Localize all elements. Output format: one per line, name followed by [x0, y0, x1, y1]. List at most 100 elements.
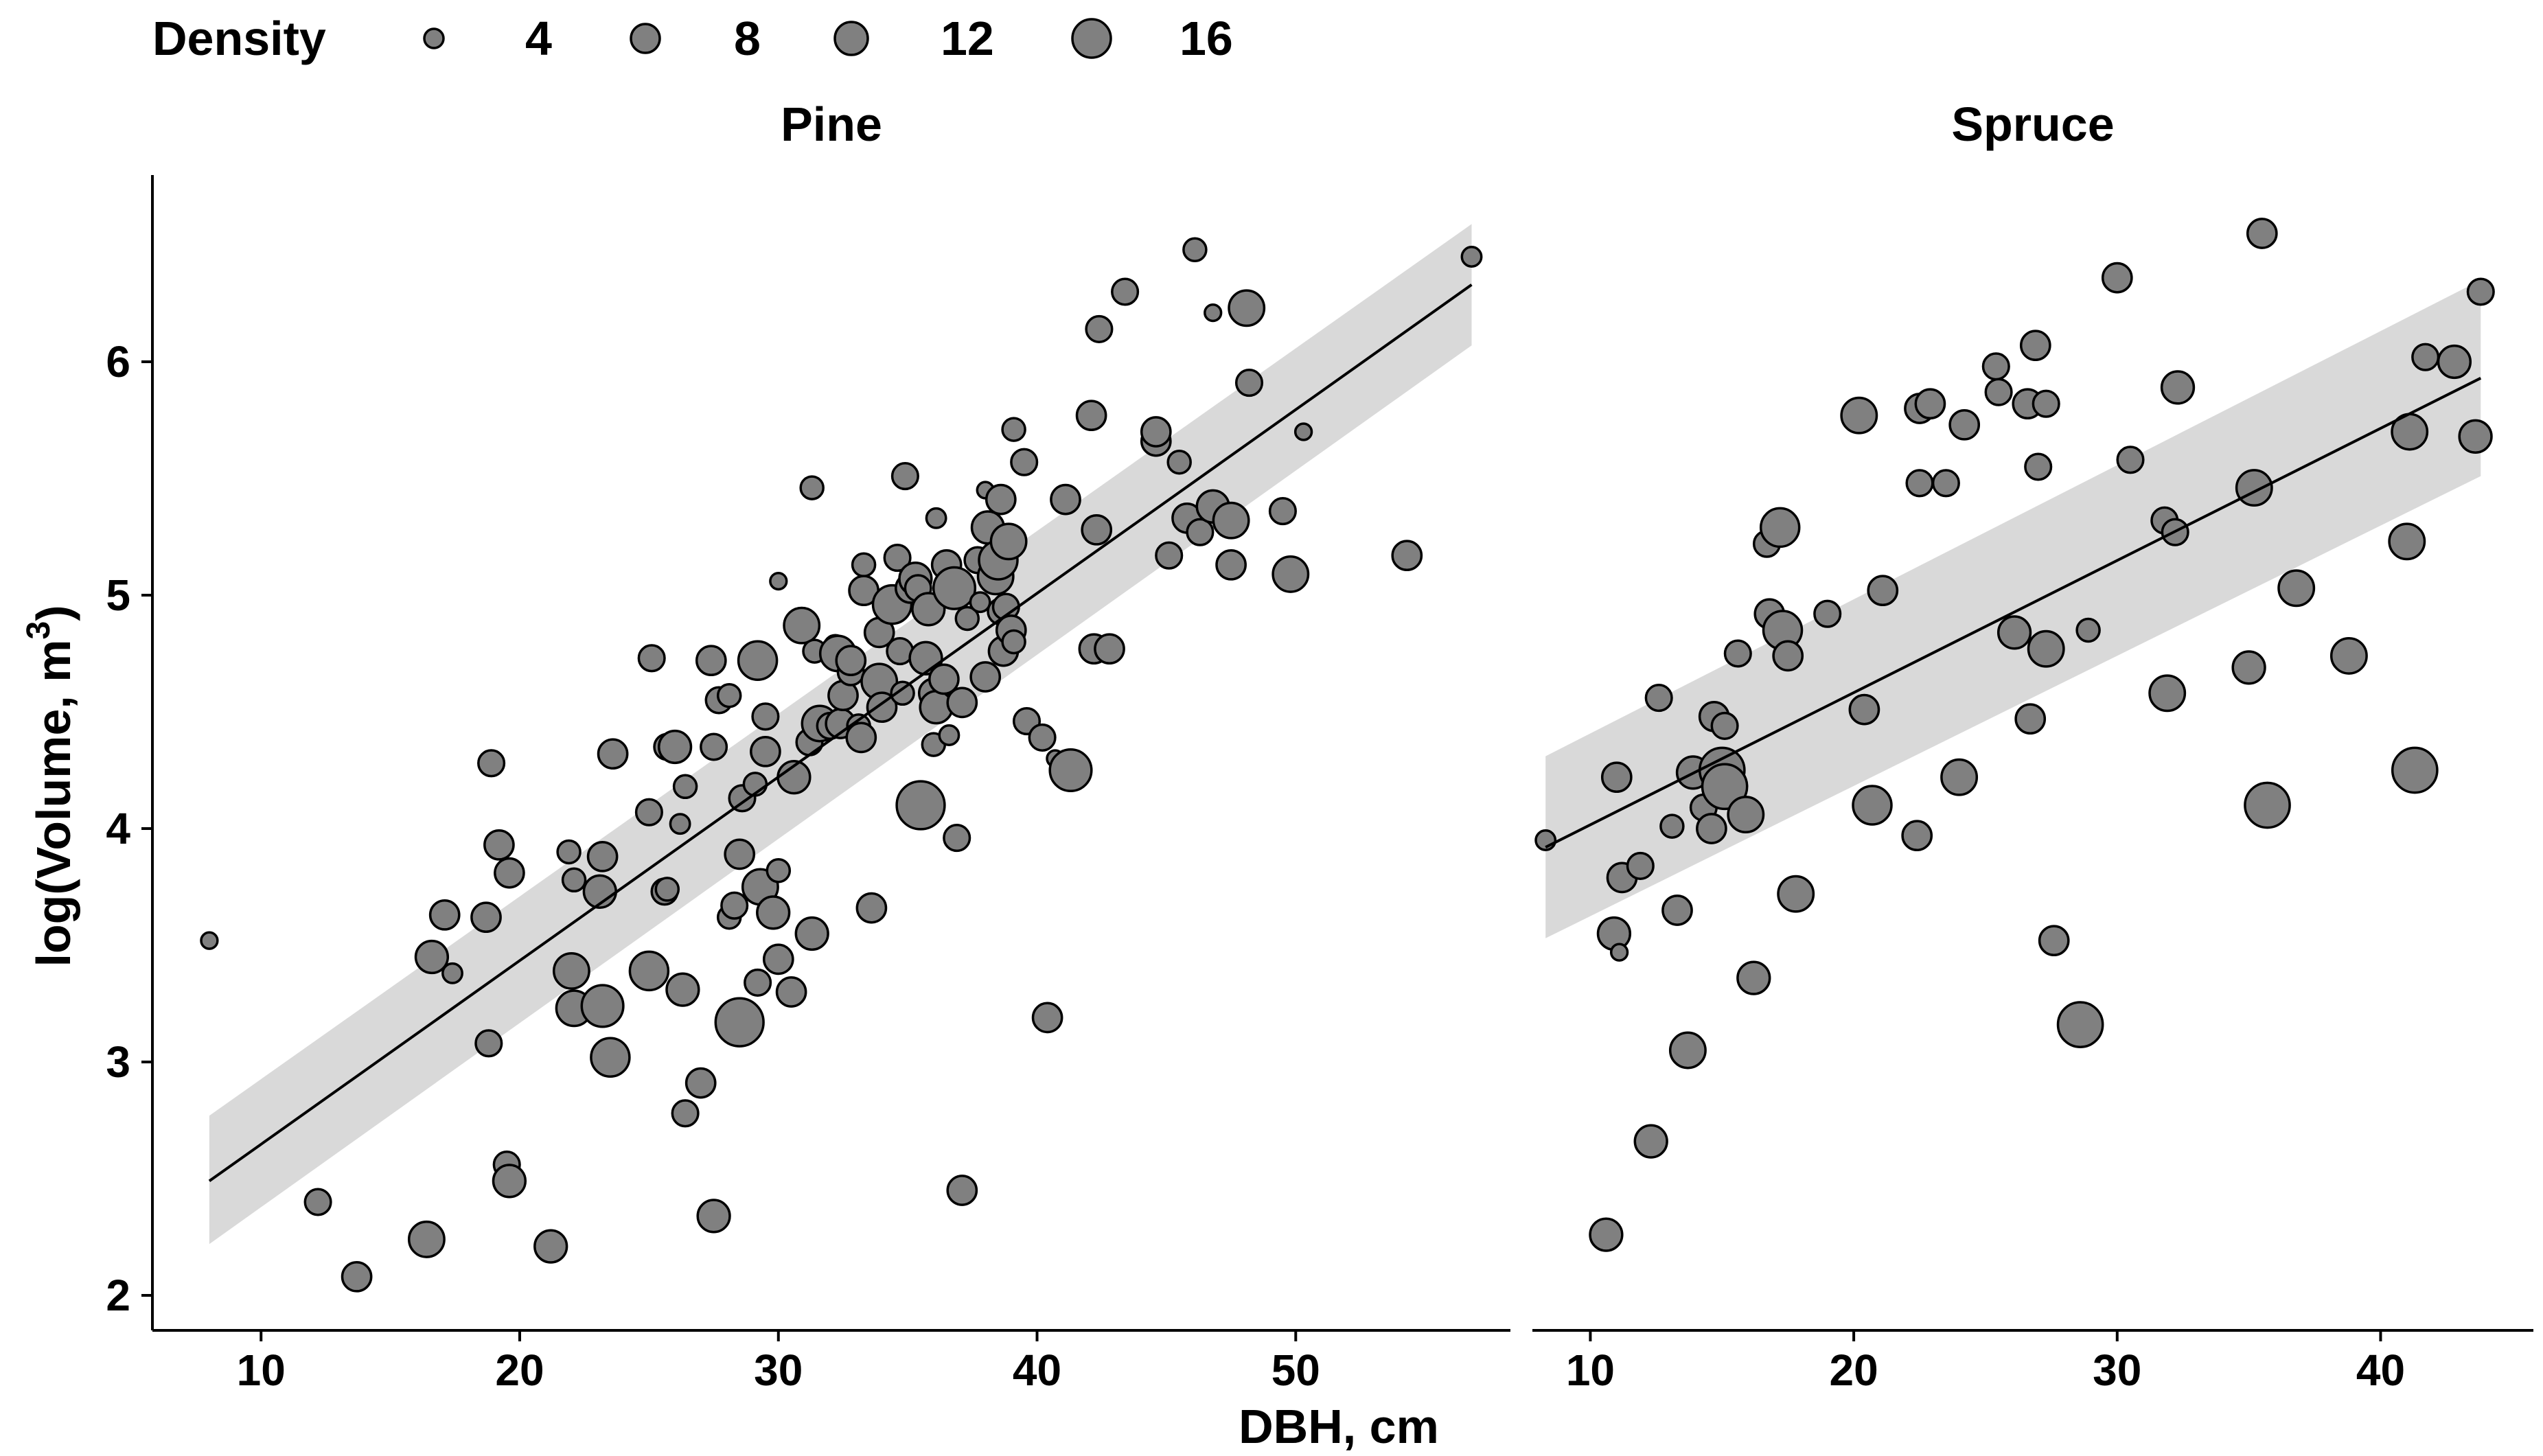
x-axis-title: DBH, cm: [1239, 1400, 1439, 1453]
panel-spruce: Spruce 10 20 30 40: [1532, 97, 2533, 1395]
data-point: [946, 686, 978, 719]
data-point: [1028, 723, 1057, 752]
data-point: [580, 984, 625, 1028]
data-point: [1813, 599, 1842, 628]
legend-marker-12: [833, 21, 869, 56]
data-point: [835, 645, 867, 677]
data-point: [428, 899, 461, 931]
data-point: [590, 1037, 631, 1078]
data-point: [783, 606, 821, 645]
data-point: [1166, 449, 1192, 475]
data-point: [1085, 314, 1114, 343]
legend-key-4: 4: [423, 12, 552, 65]
data-point: [2437, 344, 2472, 380]
data-point: [2277, 569, 2316, 608]
legend-label-16: 16: [1180, 12, 1233, 65]
y-tick-label: 4: [106, 804, 130, 853]
data-point: [637, 644, 666, 673]
data-point: [1710, 711, 1739, 740]
data-point: [943, 824, 971, 853]
data-point: [2075, 617, 2101, 643]
data-point: [855, 892, 888, 924]
data-point: [1659, 813, 1685, 839]
legend-key-16: 16: [1071, 12, 1233, 65]
data-point: [477, 749, 506, 778]
data-point: [2231, 650, 2266, 685]
legend-key-12: 12: [833, 12, 994, 65]
data-point: [799, 475, 825, 500]
data-point: [2019, 330, 2051, 362]
data-point: [1589, 1217, 1624, 1252]
x-tick-label: 30: [2093, 1345, 2141, 1395]
legend-key-8: 8: [630, 12, 761, 65]
data-point: [989, 522, 1028, 561]
y-tick-label: 5: [106, 570, 130, 620]
legend-marker-16: [1071, 18, 1112, 59]
data-point: [724, 838, 756, 870]
data-point: [597, 738, 629, 770]
data-point: [1272, 555, 1310, 593]
data-point: [492, 1164, 527, 1199]
data-point: [586, 840, 619, 873]
data-point: [1609, 943, 1629, 962]
legend-marker-4: [423, 27, 445, 49]
data-point: [1268, 497, 1297, 526]
data-point: [1001, 629, 1026, 655]
data-point: [1626, 851, 1655, 880]
data-point: [303, 1188, 332, 1216]
data-point: [2244, 781, 2291, 829]
data-point: [925, 507, 947, 529]
data-point: [911, 592, 946, 627]
confidence-band: [1545, 280, 2481, 938]
data-point: [552, 951, 590, 990]
data-point: [756, 895, 791, 930]
data-point: [895, 780, 946, 831]
data-point: [696, 1199, 731, 1234]
data-point: [2391, 746, 2439, 794]
data-point: [1204, 303, 1223, 323]
data-point: [2388, 522, 2426, 561]
data-point: [744, 968, 772, 997]
data-point: [2246, 218, 2278, 249]
data-point: [1001, 417, 1026, 442]
data-point: [2458, 419, 2493, 454]
y-axis-title: log(Volume, m3): [21, 605, 80, 967]
y-tick-label: 6: [106, 337, 130, 386]
data-point: [720, 891, 749, 920]
data-point: [1777, 875, 1815, 913]
data-point: [1391, 540, 1423, 572]
data-point: [2148, 674, 2187, 713]
size-legend: Density 4 8 12 16: [152, 12, 1233, 65]
data-point: [671, 1099, 700, 1128]
data-point: [1840, 396, 1878, 435]
data-point: [1848, 693, 1880, 726]
regression-line: [1545, 377, 2482, 848]
data-point: [556, 839, 582, 865]
data-point: [1460, 246, 1483, 268]
data-point: [1984, 378, 2013, 406]
data-point: [1155, 541, 1184, 570]
data-point: [2411, 343, 2440, 371]
data-point: [845, 721, 877, 754]
data-point: [954, 605, 980, 632]
data-point: [1661, 894, 1693, 926]
y-tick-label: 2: [106, 1271, 130, 1320]
data-point: [890, 680, 915, 706]
data-point: [2329, 636, 2368, 675]
x-tick-label: 10: [1566, 1345, 1615, 1395]
data-point: [470, 901, 502, 934]
x-tick-label: 30: [754, 1345, 803, 1395]
data-point: [1234, 369, 1264, 397]
data-point: [200, 931, 219, 950]
data-point: [1948, 408, 1981, 441]
data-point: [762, 943, 794, 975]
data-point: [1050, 483, 1081, 516]
data-point: [1081, 513, 1113, 546]
data-point: [654, 877, 680, 902]
data-point: [494, 857, 525, 889]
data-point: [1981, 352, 2010, 381]
legend-label-4: 4: [525, 12, 552, 65]
data-point: [1140, 416, 1172, 448]
data-point: [890, 462, 919, 491]
